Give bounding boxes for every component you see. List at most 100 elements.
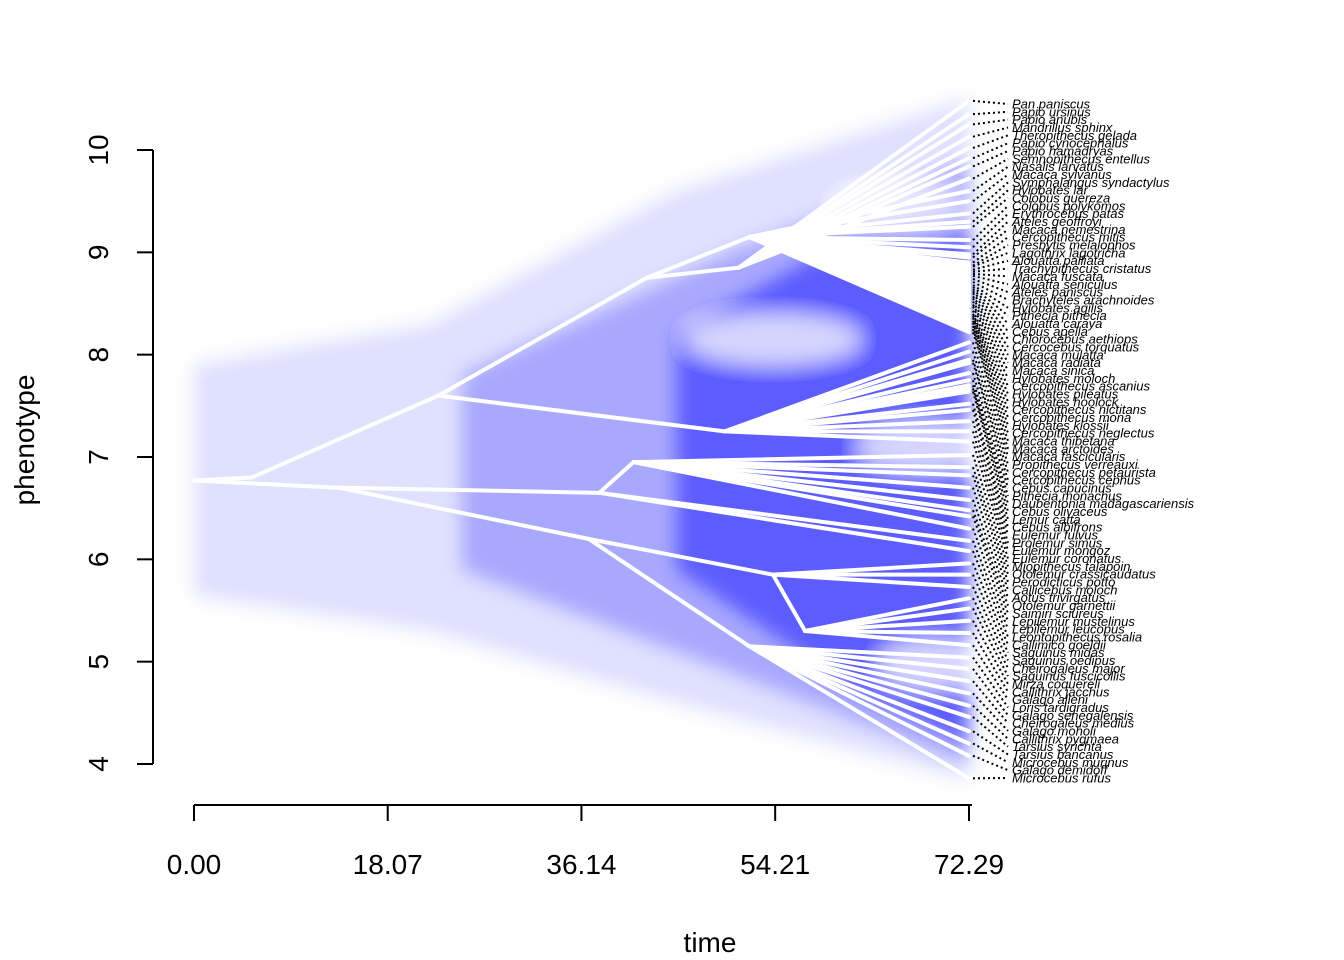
- tip-label: Cheirogaleus medius: [1012, 716, 1135, 731]
- tip-label: Loris tardigradus: [1012, 700, 1109, 715]
- tip-label: Macaca thibetana: [1012, 434, 1115, 449]
- branch: [586, 536, 775, 577]
- tip-leader: [972, 290, 1009, 332]
- tip-label: Brachyteles arachnoides: [1012, 292, 1155, 307]
- tip-leader: [972, 99, 1009, 105]
- tip-label: Leontopithecus rosalia: [1012, 629, 1142, 644]
- tip-leader: [972, 173, 1009, 202]
- branch: [436, 275, 649, 398]
- branch: [644, 234, 752, 280]
- branch: [770, 572, 808, 633]
- tip-leader: [972, 272, 1009, 278]
- tip-leader: [972, 306, 1009, 379]
- branch: [597, 460, 636, 495]
- tip-leader: [972, 300, 1009, 364]
- y-tick-label: 4: [83, 756, 114, 772]
- y-tick-label: 5: [83, 654, 114, 670]
- tip-label: Lemur catta: [1012, 512, 1081, 527]
- tip-label: Galago senegalensis: [1012, 708, 1134, 723]
- tip-label: Trachypithecus cristatus: [1012, 261, 1152, 276]
- tip-label: Erythrocebus patas: [1012, 206, 1125, 221]
- tip-label: Colobus polykomos: [1012, 198, 1126, 213]
- tip-leader: [972, 620, 1009, 685]
- y-axis-title: phenotype: [9, 375, 40, 506]
- tip-label: Lagothrix lagotricha: [1012, 245, 1125, 260]
- tip-leader: [972, 212, 1009, 248]
- x-tick-label: 72.29: [934, 849, 1004, 880]
- tip-label: Papio cynocephalus: [1012, 136, 1129, 151]
- tip-leader: [972, 499, 1009, 599]
- terminal-branch: [747, 644, 971, 719]
- terminal-branch: [747, 224, 971, 239]
- tip-leader: [972, 475, 1009, 583]
- terminal-branch: [803, 618, 971, 633]
- tip-label: Callithrix pygmaea: [1012, 731, 1119, 746]
- x-axis-title: time: [684, 927, 737, 958]
- tip-leader: [972, 297, 1009, 356]
- tip-label: Cebus apella: [1012, 324, 1088, 339]
- tip-leader: [972, 441, 1009, 559]
- tip-label: Ateles geoffroyi: [1011, 214, 1103, 229]
- tip-label: Galago moholi: [1012, 723, 1097, 738]
- tip-label: Macaca radiata: [1012, 355, 1101, 370]
- tip-leader: [972, 317, 1009, 411]
- tip-label: Lepilemur leucopus: [1012, 622, 1125, 637]
- terminal-branch: [747, 234, 971, 335]
- tip-leader: [972, 409, 1009, 536]
- tip-leader: [972, 322, 1009, 426]
- tip-label: Pan paniscus: [1012, 97, 1091, 112]
- tip-label: Eulemur fulvus: [1012, 528, 1098, 543]
- tip-label: Papio ursinus: [1012, 104, 1091, 119]
- tip-label: Alouatta palliata: [1011, 253, 1105, 268]
- branch: [336, 485, 602, 495]
- y-tick-label: 6: [83, 552, 114, 568]
- tip-label: Alouatta seniculus: [1011, 277, 1118, 292]
- tip-leader: [972, 362, 1009, 481]
- tip-label: Mirza coquereli: [1012, 676, 1101, 691]
- tip-leader: [972, 487, 1009, 591]
- tip-leader: [972, 754, 1009, 772]
- tip-leader: [972, 244, 1009, 267]
- tip-leader: [972, 403, 1009, 528]
- tip-label: Colobus guereza: [1012, 191, 1110, 206]
- x-tick-label: 18.07: [353, 849, 423, 880]
- tip-leader: [972, 509, 1009, 606]
- tip-label: Hylobates klossii: [1012, 418, 1110, 433]
- tip-label: Ateles paniscus: [1011, 285, 1104, 300]
- terminal-branch: [747, 199, 971, 239]
- terminal-branch: [803, 606, 971, 633]
- terminal-branch: [747, 644, 971, 781]
- tip-label: Pithecia monachus: [1012, 488, 1122, 503]
- terminal-branch: [722, 389, 971, 434]
- tip-label: Cercocebus torquatus: [1012, 339, 1140, 354]
- tip-leader: [972, 251, 1009, 268]
- tip-leader: [972, 284, 1009, 309]
- tip-label: Hylobates agilis: [1012, 300, 1104, 315]
- tip-label: Galago demidoff: [1012, 763, 1109, 778]
- tip-leader: [972, 259, 1009, 271]
- tip-leader: [972, 574, 1009, 654]
- tip-leader: [972, 236, 1009, 264]
- tip-leader: [972, 126, 1009, 138]
- tip-leader: [972, 325, 1009, 434]
- tip-label: Macaca mulatta: [1012, 347, 1104, 362]
- y-tick-label: 7: [83, 449, 114, 465]
- tip-label: Cheirogaleus major: [1012, 661, 1125, 676]
- tip-label: Saguinus midas: [1012, 645, 1105, 660]
- x-tick-label: 0.00: [167, 849, 222, 880]
- branch: [644, 265, 741, 280]
- tip-label: Callimico goeldii: [1012, 637, 1107, 652]
- terminal-branch: [631, 460, 971, 490]
- tip-label: Alouatta caraya: [1011, 316, 1102, 331]
- tip-leader: [972, 142, 1009, 160]
- tip-label: Cebus olivaceus: [1012, 504, 1108, 519]
- tip-label: Callicebus moloch: [1012, 582, 1118, 597]
- tip-leader-lines: [972, 99, 1009, 780]
- tip-label: Papio anubis: [1012, 112, 1088, 127]
- tip-leader: [972, 680, 1009, 724]
- tip-label: Tarsius bancanus: [1012, 747, 1114, 762]
- tip-label: Macaca sylvanus: [1012, 167, 1112, 182]
- terminal-branch: [747, 644, 971, 684]
- terminal-branch: [736, 176, 971, 270]
